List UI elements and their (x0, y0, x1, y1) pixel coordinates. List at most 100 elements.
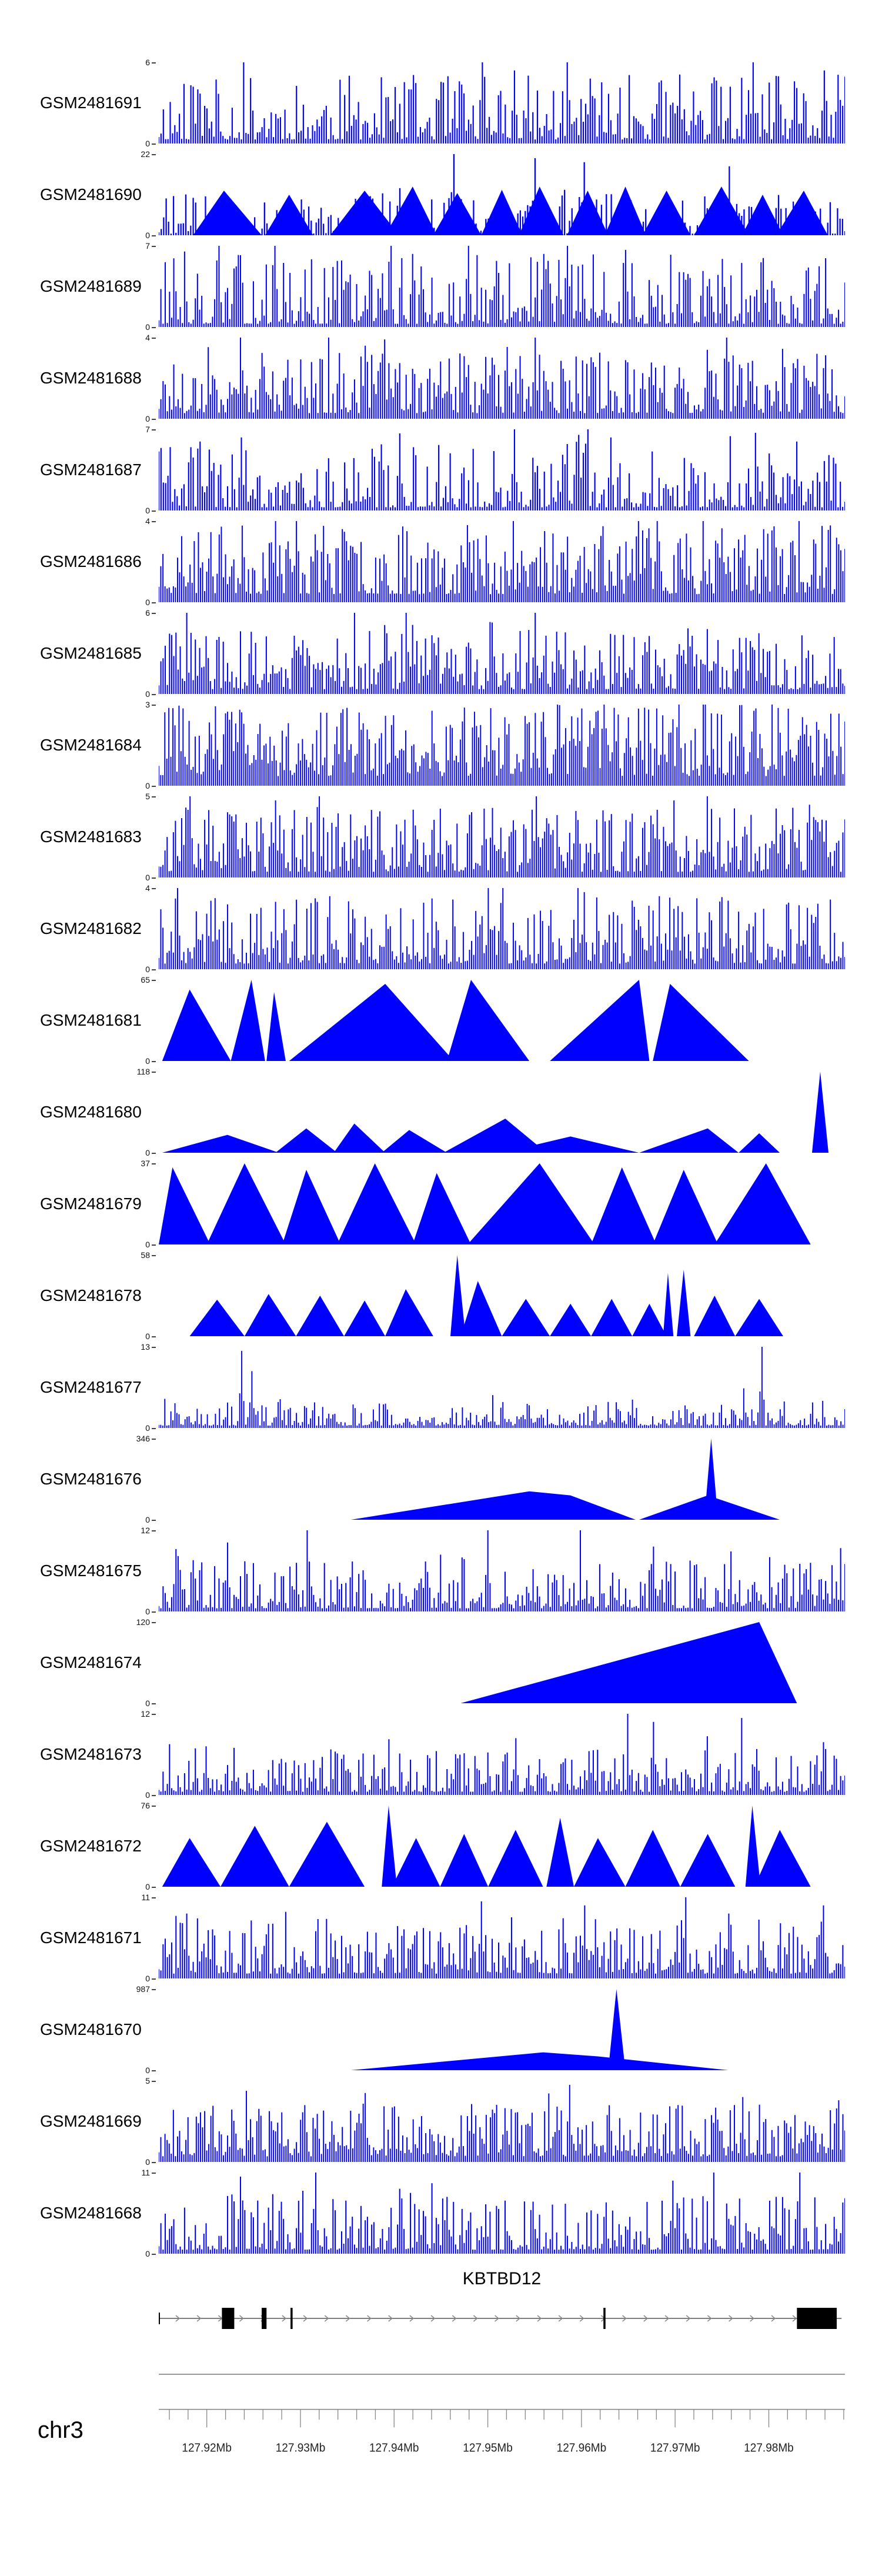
axis-separator-line (159, 2374, 845, 2375)
track-ymax-label: 76 (141, 1801, 156, 1810)
track-label: GSM2481684 (40, 736, 142, 754)
track-row: GSM2481674 120 0 (0, 1618, 882, 1707)
track-label: GSM2481686 (40, 552, 142, 570)
track-plot: 12 0 (141, 1710, 845, 1799)
track-label: GSM2481674 (40, 1653, 142, 1671)
gene-title: KBTBD12 (462, 2269, 542, 2288)
track-plot: 37 0 (141, 1159, 845, 1249)
track-plot: 987 0 (136, 1985, 845, 2074)
track-label: GSM2481689 (40, 277, 142, 295)
track-ymin-label: 0 (145, 1607, 156, 1616)
track-label: GSM2481672 (40, 1837, 142, 1855)
signal-plot (159, 1530, 845, 1611)
signal-plot (159, 1897, 845, 1978)
track-row: GSM2481685 6 0 (0, 609, 882, 698)
track-plot: 11 0 (141, 2168, 845, 2258)
track-ymin-label: 0 (145, 139, 156, 148)
svg-text:127.92Mb: 127.92Mb (182, 2441, 232, 2455)
signal-plot (162, 1072, 828, 1153)
track-row: GSM2481668 11 0 (0, 2168, 882, 2258)
track-ymax-label: 65 (141, 976, 156, 984)
track-plot: 11 0 (141, 1893, 845, 1983)
track-ymin-label: 0 (145, 965, 156, 973)
signal-plot (159, 246, 845, 327)
gene-model (159, 2295, 845, 2342)
signal-plot (159, 1163, 811, 1244)
track-ymax-label: 7 (145, 242, 156, 250)
track-label: GSM2481685 (40, 644, 142, 662)
signal-plot (159, 888, 845, 969)
track-ymax-label: 3 (145, 700, 156, 709)
track-ymin-label: 0 (145, 506, 156, 515)
track-ymax-label: 987 (136, 1985, 156, 1993)
track-ymax-label: 22 (141, 150, 156, 158)
track-ymax-label: 7 (145, 425, 156, 433)
gene-track: KBTBD12 (0, 2269, 882, 2342)
track-label: GSM2481668 (40, 2204, 142, 2222)
track-row: GSM2481677 13 0 (0, 1343, 882, 1432)
track-label: GSM2481680 (40, 1103, 142, 1121)
tracks: GSM2481691 6 0 GSM2481690 22 0 GSM2481689 7 0 GSM… (0, 0, 882, 2254)
genome-axis-ruler: 127.92Mb 127.93Mb 127.94Mb 127.95Mb 127.96Mb… (159, 2404, 845, 2475)
track-label: GSM2481671 (40, 1928, 142, 1947)
track-plot: 12 0 (141, 1526, 845, 1616)
track-label: GSM2481677 (40, 1378, 142, 1396)
track-ymax-label: 12 (141, 1710, 156, 1718)
track-ymin-label: 0 (145, 873, 156, 882)
signal-plot (460, 1622, 797, 1703)
signal-plot (159, 338, 845, 419)
signal-plot (159, 154, 845, 235)
track-ymin-label: 0 (145, 1883, 156, 1891)
track-ymin-label: 0 (145, 2158, 156, 2166)
track-ymin-label: 0 (145, 415, 156, 423)
signal-plot (189, 1255, 783, 1336)
track-row: GSM2481671 11 0 (0, 1893, 882, 1983)
track-ymin-label: 0 (145, 231, 156, 239)
track-ymax-label: 346 (136, 1434, 156, 1443)
track-label: GSM2481687 (40, 461, 142, 479)
track-row: GSM2481682 4 0 (0, 884, 882, 973)
track-row: GSM2481689 7 0 (0, 242, 882, 331)
track-row: GSM2481684 3 0 (0, 700, 882, 790)
svg-text:127.95Mb: 127.95Mb (463, 2441, 513, 2455)
track-label: GSM2481682 (40, 919, 142, 937)
track-plot: 120 0 (136, 1618, 845, 1707)
signal-plot (159, 1714, 845, 1795)
track-ymax-label: 4 (145, 517, 156, 525)
track-plot: 118 0 (137, 1067, 845, 1157)
track-label: GSM2481683 (40, 827, 142, 846)
track-ymin-label: 0 (145, 1149, 156, 1157)
track-label: GSM2481690 (40, 185, 142, 203)
track-ymax-label: 5 (145, 792, 156, 800)
track-ymax-label: 118 (137, 1067, 156, 1076)
svg-text:127.96Mb: 127.96Mb (557, 2441, 607, 2455)
track-label: GSM2481673 (40, 1745, 142, 1763)
track-row: GSM2481683 5 0 (0, 792, 882, 882)
signal-plot (159, 705, 845, 786)
track-row: GSM2481691 6 0 (0, 58, 882, 148)
track-plot: 58 0 (141, 1251, 845, 1340)
track-ymin-label: 0 (145, 598, 156, 606)
track-ymax-label: 6 (145, 609, 156, 617)
track-ymin-label: 0 (145, 2250, 156, 2258)
track-ymin-label: 0 (145, 323, 156, 331)
track-ymin-label: 0 (145, 690, 156, 698)
track-plot: 13 0 (141, 1343, 845, 1432)
signal-plot (159, 796, 845, 877)
track-row: GSM2481681 65 0 (0, 976, 882, 1065)
track-ymin-label: 0 (145, 2066, 156, 2074)
track-row: GSM2481679 37 0 (0, 1159, 882, 1249)
track-ymin-label: 0 (145, 1424, 156, 1432)
track-ymax-label: 120 (136, 1618, 156, 1626)
track-row: GSM2481670 987 0 (0, 1985, 882, 2074)
signal-plot (162, 980, 749, 1061)
track-row: GSM2481686 4 0 (0, 517, 882, 606)
